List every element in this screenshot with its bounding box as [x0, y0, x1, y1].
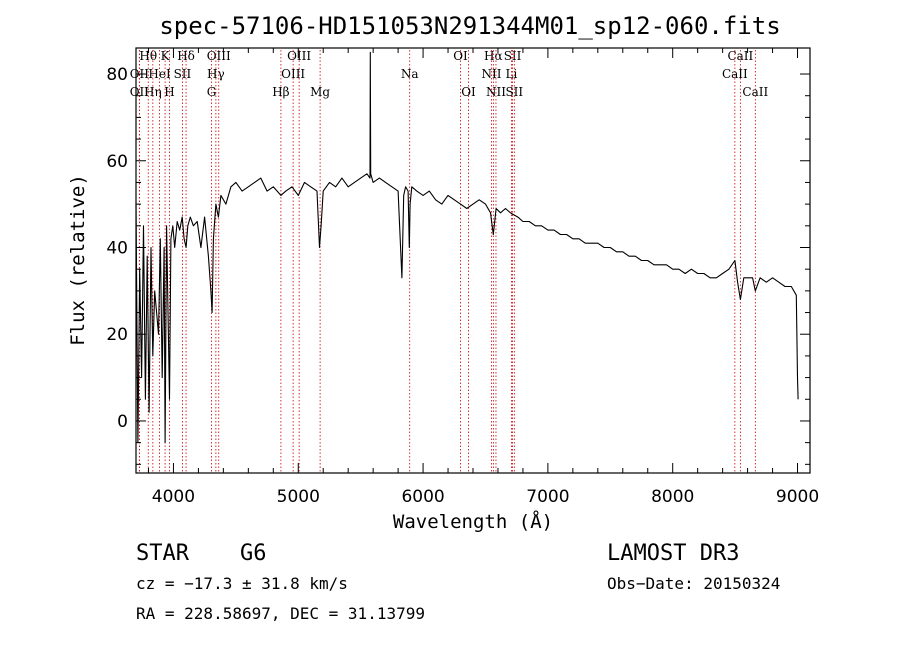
line-label-5: K — [161, 49, 171, 63]
line-label-3: Hη — [144, 85, 162, 99]
chart-title: spec-57106-HD151053N291344M01_sp12-060.f… — [159, 12, 780, 40]
survey-name: LAMOST DR3 — [607, 541, 740, 566]
line-label-9: OIII — [207, 49, 231, 63]
line-label-25: CaII — [727, 49, 753, 63]
y-tick-label: 60 — [106, 152, 128, 172]
y-tick-label: 0 — [117, 412, 128, 432]
object-type: STAR — [136, 541, 189, 566]
x-tick-label: 4000 — [152, 487, 195, 507]
line-label-17: OI — [453, 49, 468, 63]
line-label-8: Hδ — [177, 49, 195, 63]
line-label-24: SII — [505, 85, 523, 99]
line-label-13: OIII — [287, 49, 311, 63]
line-label-27: CaII — [742, 85, 768, 99]
line-label-12: Hβ — [272, 85, 289, 99]
redshift-velocity: cz = −17.3 ± 31.8 km/s — [136, 574, 348, 593]
line-label-1: Hθ — [139, 49, 157, 63]
x-tick-label: 8000 — [651, 487, 694, 507]
line-label-7: SII — [174, 67, 192, 81]
x-tick-label: 7000 — [526, 487, 569, 507]
y-tick-label: 80 — [106, 65, 128, 85]
x-axis-label: Wavelength (Å) — [393, 510, 553, 533]
spectrum-series — [135, 51, 799, 444]
line-label-26: CaII — [722, 67, 748, 81]
observation-date: Obs−Date: 20150324 — [607, 574, 781, 593]
line-label-23: Li — [506, 67, 518, 81]
line-label-6: H — [164, 85, 174, 99]
x-tick-label: 5000 — [277, 487, 320, 507]
line-label-21: NII — [486, 85, 506, 99]
x-tick-label: 6000 — [401, 487, 444, 507]
spectrum-line — [135, 51, 799, 444]
y-tick-label: 20 — [106, 325, 128, 345]
line-label-10: Hγ — [207, 67, 225, 81]
x-tick-label: 9000 — [776, 487, 819, 507]
line-label-19: Hα — [484, 49, 503, 63]
y-axis-label: Flux (relative) — [67, 174, 89, 346]
line-label-4: HeI — [148, 67, 171, 81]
axes: 4000 5000 6000 7000 8000 9000 0 20 40 60 80 — [106, 48, 819, 507]
line-label-14: OIII — [281, 67, 305, 81]
line-label-15: Mg — [310, 85, 330, 99]
y-tick-label: 40 — [106, 238, 128, 258]
coordinates: RA = 228.58697, DEC = 31.13799 — [136, 604, 425, 623]
line-label-16: Na — [401, 67, 419, 81]
line-label-11: G — [207, 85, 217, 99]
line-label-22: SII — [504, 49, 522, 63]
plot-area — [135, 47, 811, 474]
line-label-18: OI — [461, 85, 476, 99]
line-label-20: NII — [481, 67, 501, 81]
subclass: G6 — [240, 541, 267, 566]
